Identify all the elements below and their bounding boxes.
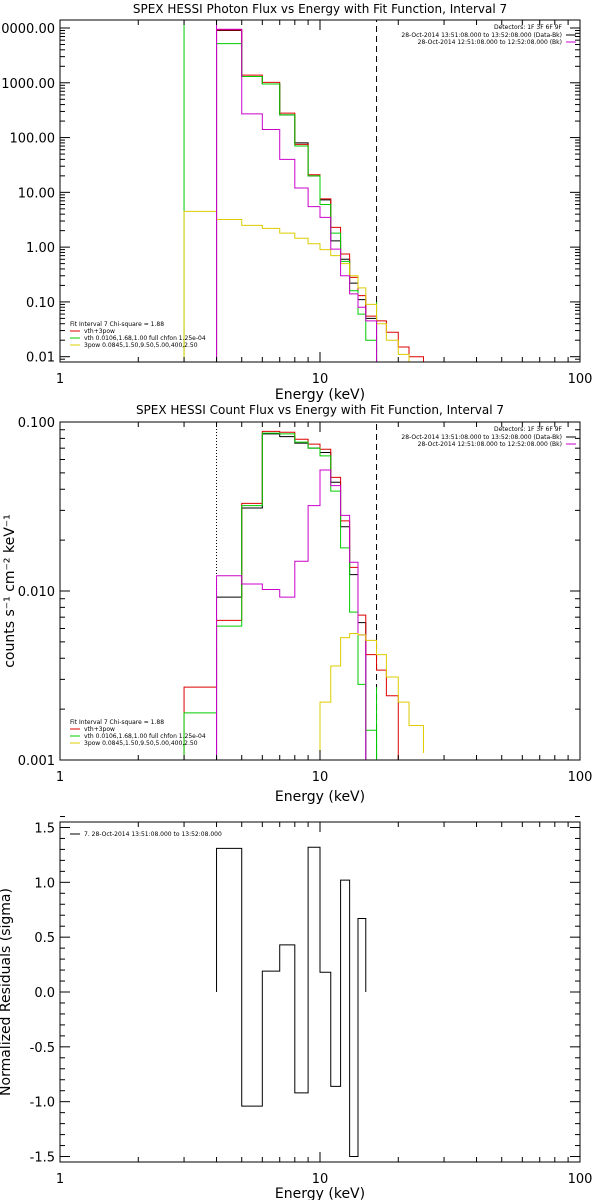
chart-panel-3: 1 10 100 -1.5 -1.0 -0.5 0.0 0.5 1.0 1.5 Energy (ke… [0, 816, 593, 1202]
x-tick-label: 10 [312, 372, 329, 387]
series-line-data-bk [216, 30, 378, 362]
legend-entry-text: 7. 28-Oct-2014 13:51:08.000 to 13:52:08.… [84, 831, 222, 838]
chart-title: SPEX HESSI Count Flux vs Energy with Fit… [136, 403, 504, 417]
chart-panel-2: 1 10 100 0.001 0.010 0.100 SPEX HESSI Count Fl… [2, 403, 592, 805]
y-tick-label: 10000.00 [0, 22, 55, 37]
y-tick-label: 0.100 [18, 416, 55, 431]
x-axis-label: Energy (keV) [275, 387, 365, 403]
y-tick-label: -1.0 [30, 1096, 55, 1111]
y-axis-label: counts s⁻¹ cm⁻² keV⁻¹ [2, 514, 18, 668]
legend-header: Fit Interval 7 Chi-square = 1.88 [70, 719, 164, 726]
y-tick-label: 1.0 [34, 876, 55, 891]
x-tick-label: 1 [56, 770, 64, 785]
legend-entry-text: vth 0.0106,1.68,1.00 full chfon 1.25e-04 [84, 335, 206, 342]
legend-header: Detectors: 1F 3F 6F 9F [494, 426, 563, 433]
legend-entry-text: 28-Oct-2014 12:51:08.000 to 12:52:08.000… [418, 39, 562, 46]
legend-header: Detectors: 1F 3F 6F 9F [494, 24, 563, 31]
y-tick-label: 1.00 [26, 241, 55, 256]
legend-entry-text: 3pow 0.0845,1.50,9.50,5.00,400,2.50 [84, 740, 198, 747]
series-line-residuals [216, 846, 367, 1158]
series-line-vth-3pow [183, 430, 399, 760]
series-line-vth [183, 432, 378, 760]
x-tick-label: 10 [312, 1172, 329, 1187]
y-tick-label: -0.5 [30, 1041, 55, 1056]
plot-area [216, 846, 367, 1158]
x-axis-label: Energy (keV) [275, 1186, 365, 1200]
plot-area [183, 20, 424, 362]
x-tick-label: 10 [312, 770, 329, 785]
legend-entry-text: 28-Oct-2014 13:51:08.000 to 13:52:08.000… [401, 32, 562, 39]
legend-entry-text: 28-Oct-2014 12:51:08.000 to 12:52:08.000… [418, 441, 562, 448]
x-tick-label: 1 [56, 1172, 64, 1187]
legend-entry-text: vth+3pow [84, 726, 115, 733]
x-tick-label: 100 [568, 1172, 593, 1187]
x-axis-label: Energy (keV) [275, 789, 365, 805]
x-tick-label: 100 [568, 770, 593, 785]
y-tick-label: 0.10 [26, 296, 55, 311]
legend-entry-text: 28-Oct-2014 13:51:08.000 to 13:52:08.000… [401, 434, 562, 441]
chart-panel-1: 1 10 100 0.01 0.10 1.00 10.00 100.00 1000.00 1000… [0, 2, 592, 403]
y-tick-label: 0.001 [18, 754, 55, 769]
series-line-3pow [308, 633, 424, 760]
x-tick-label: 100 [568, 372, 593, 387]
legend-entry-text: vth+3pow [84, 328, 115, 335]
series-line-bk [216, 469, 367, 760]
y-tick-label: 0.0 [34, 986, 55, 1001]
y-tick-label: 1.5 [34, 821, 55, 836]
y-tick-label: 0.5 [34, 931, 55, 946]
series-line-vth [216, 43, 378, 362]
x-tick-label: 1 [56, 372, 64, 387]
chart-title: SPEX HESSI Photon Flux vs Energy with Fi… [133, 2, 507, 16]
y-tick-label: -1.5 [30, 1151, 55, 1166]
legend-entry-text: vth 0.0106,1.68,1.00 full chfon 1.25e-04 [84, 733, 206, 740]
legend-header: Fit Interval 7 Chi-square = 1.88 [70, 321, 164, 328]
y-axis-label: Normalized Residuals (sigma) [0, 888, 14, 1096]
legend-entry-text: 3pow 0.0845,1.50,9.50,5.00,400,2.50 [84, 342, 198, 349]
series-line-3pow [183, 210, 410, 362]
plot-area [183, 422, 424, 760]
y-tick-label: 1000.00 [1, 77, 55, 92]
series-line-bk [216, 28, 378, 362]
y-tick-label: 100.00 [10, 132, 56, 147]
y-tick-label: 0.01 [26, 351, 55, 366]
y-tick-label: 10.00 [18, 186, 55, 201]
y-tick-label: 0.010 [18, 585, 55, 600]
